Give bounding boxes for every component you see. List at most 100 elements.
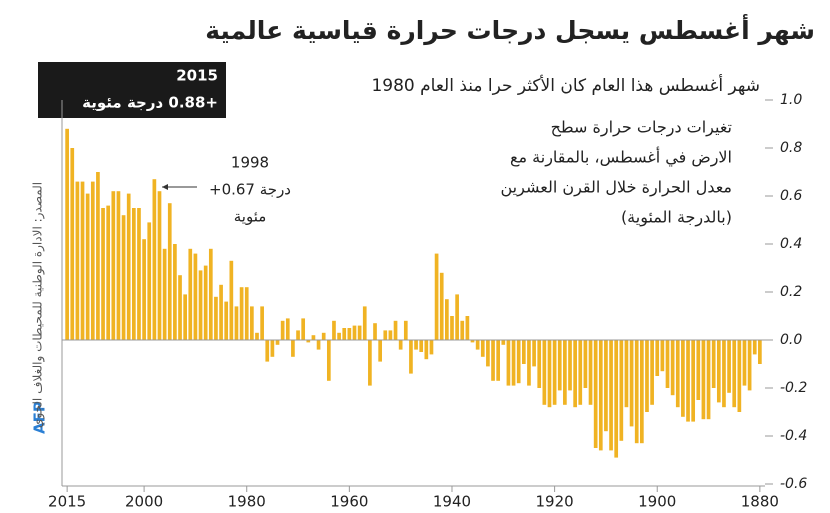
bar xyxy=(301,318,306,340)
bar xyxy=(321,332,326,340)
bar xyxy=(419,340,424,352)
bar xyxy=(681,340,685,417)
bar xyxy=(70,148,75,340)
bar xyxy=(414,340,418,350)
y-axis-label: تغيرات درجات حرارة سطح xyxy=(551,118,732,138)
bar xyxy=(147,222,152,340)
bar xyxy=(260,306,264,340)
bar xyxy=(716,340,721,403)
bar xyxy=(280,320,285,340)
bar xyxy=(270,340,275,357)
bar xyxy=(111,191,116,340)
bar xyxy=(224,301,229,340)
bar xyxy=(521,340,526,364)
x-tick-label: 1900 xyxy=(638,493,676,511)
bar xyxy=(409,340,413,374)
bar xyxy=(188,248,193,340)
bar xyxy=(758,340,762,364)
bar xyxy=(722,340,726,408)
annotation-text: 1998 xyxy=(231,154,269,172)
bar xyxy=(126,193,131,340)
bar xyxy=(214,296,218,340)
bar xyxy=(711,340,716,388)
bar xyxy=(357,325,362,340)
bar xyxy=(208,248,213,340)
bar xyxy=(542,340,547,405)
bar xyxy=(121,215,126,340)
bar xyxy=(480,340,485,357)
bar xyxy=(85,193,90,340)
bar xyxy=(183,294,188,340)
bar xyxy=(701,340,706,420)
x-tick-label: 1920 xyxy=(536,493,574,511)
source: المصدر: الادارة الوطنية للمحيطات والغلاف… xyxy=(31,182,46,428)
bar xyxy=(403,320,408,340)
bar xyxy=(665,340,670,388)
bar xyxy=(593,340,598,448)
bar xyxy=(373,323,377,340)
bar xyxy=(491,340,495,381)
bar xyxy=(619,340,624,441)
highlight-box xyxy=(38,62,226,118)
bar xyxy=(747,340,752,391)
bar xyxy=(568,340,572,391)
bar xyxy=(198,270,203,340)
bar xyxy=(578,340,583,405)
bar xyxy=(655,340,660,376)
bar xyxy=(265,340,270,362)
bar xyxy=(368,340,372,386)
bar xyxy=(342,328,347,340)
bar xyxy=(445,299,449,340)
bar xyxy=(90,181,95,340)
bar xyxy=(229,260,234,340)
y-tick-label: -0.2 xyxy=(780,380,807,396)
bar xyxy=(629,340,634,427)
bar xyxy=(624,340,629,408)
bar xyxy=(737,340,742,412)
highlight-text: 2015 xyxy=(176,67,218,85)
bar xyxy=(193,253,198,340)
bar xyxy=(537,340,542,388)
bar xyxy=(106,205,111,340)
bar xyxy=(429,340,434,355)
bar xyxy=(157,191,162,340)
y-axis-label: معدل الحرارة خلال القرن العشرين xyxy=(500,178,732,198)
bar xyxy=(455,294,459,340)
x-tick-label: 1880 xyxy=(741,493,779,511)
bar xyxy=(178,275,182,340)
y-axis-label: (بالدرجة المئوية) xyxy=(621,208,732,228)
highlight-text: +0.88 درجة مئوية xyxy=(82,94,218,112)
bar xyxy=(347,328,352,340)
bar xyxy=(306,340,311,343)
bar xyxy=(337,332,341,340)
y-tick-label: 0.4 xyxy=(780,236,802,252)
bar xyxy=(255,332,259,340)
y-tick-label: 0.2 xyxy=(780,284,802,300)
bar xyxy=(706,340,711,420)
bar xyxy=(439,272,444,340)
bar xyxy=(557,340,562,391)
bar xyxy=(362,306,367,340)
bar xyxy=(75,181,80,340)
bar xyxy=(465,316,470,340)
bar xyxy=(167,203,172,340)
bar xyxy=(691,340,696,422)
bar xyxy=(727,340,731,393)
bar xyxy=(311,335,316,340)
bar xyxy=(732,340,737,408)
bar xyxy=(101,208,105,340)
bar xyxy=(162,248,167,340)
bar xyxy=(383,330,388,340)
bar xyxy=(609,340,613,451)
bar xyxy=(450,316,454,340)
bar xyxy=(752,340,757,355)
bar xyxy=(332,320,336,340)
bar xyxy=(326,340,331,381)
bar xyxy=(352,325,357,340)
x-tick-label: 1980 xyxy=(228,493,266,511)
bar xyxy=(547,340,552,408)
bar xyxy=(234,306,239,340)
y-axis-label: الارض في أغسطس، بالمقارنة مع xyxy=(510,147,732,168)
bar xyxy=(393,320,398,340)
bar xyxy=(675,340,680,408)
